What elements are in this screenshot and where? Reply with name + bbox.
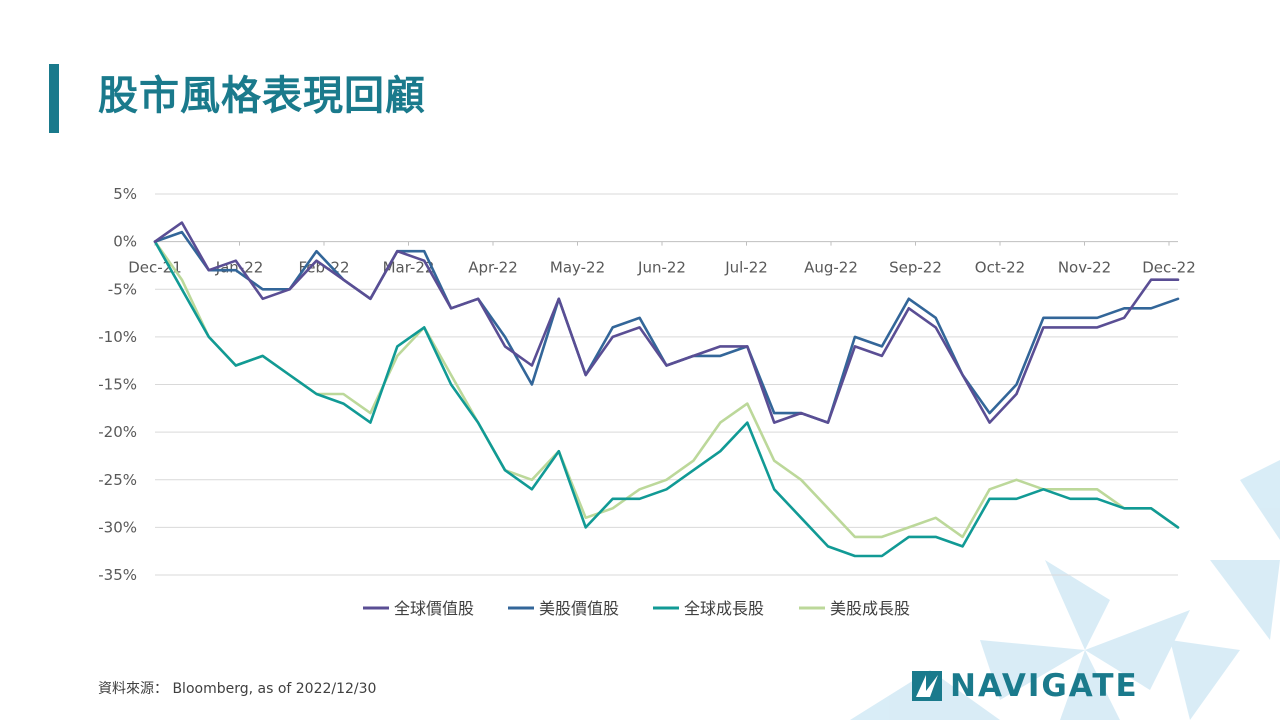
legend: 全球價值股 美股價值股 全球成長股 美股成長股 [363, 599, 910, 618]
decor-shape [1085, 610, 1190, 690]
navigate-logo-icon [912, 671, 942, 701]
x-axis-tick-labels: Dec-21 Jan-22 Feb-22 Mar-22 Apr-22 May-22 Jun-… [128, 259, 1196, 277]
y-tick-label: 5% [113, 185, 137, 203]
y-tick-label: -25% [98, 471, 137, 489]
y-tick-label: -15% [98, 376, 137, 394]
legend-label: 全球價值股 [394, 599, 474, 618]
x-tick-label: Aug-22 [804, 259, 858, 277]
y-tick-label: -10% [98, 328, 137, 346]
legend-label: 美股成長股 [830, 599, 910, 618]
legend-label: 美股價值股 [539, 599, 619, 618]
y-tick-label: -30% [98, 518, 137, 536]
x-tick-label: Oct-22 [975, 259, 1025, 277]
legend-label: 全球成長股 [684, 599, 764, 618]
source-note: 資料來源： Bloomberg, as of 2022/12/30 [98, 681, 377, 697]
y-tick-label: -35% [98, 566, 137, 584]
decor-shape [1170, 640, 1240, 720]
logo-text: NAVIGATE [950, 668, 1139, 704]
series-line-1 [153, 221, 1180, 424]
x-tick-label: Nov-22 [1058, 259, 1111, 277]
y-tick-label: 0% [113, 233, 137, 251]
y-tick-label: -20% [98, 423, 137, 441]
decor-shape [1240, 460, 1280, 540]
page-title: 股市風格表現回顧 [98, 73, 426, 119]
x-tick-label: Jul-22 [724, 259, 768, 277]
decor-shape [1045, 560, 1110, 650]
series-line-3 [153, 240, 1180, 558]
x-tick-label: Jun-22 [637, 259, 686, 277]
title-accent-bar [49, 64, 59, 133]
x-tick-label: Sep-22 [889, 259, 942, 277]
x-tick-label: Dec-22 [1142, 259, 1196, 277]
navigate-logo: NAVIGATE [912, 668, 1139, 704]
decor-shape [1210, 560, 1280, 640]
x-tick-label: May-22 [550, 259, 605, 277]
series-line-4 [153, 240, 1180, 539]
line-chart: 5%0%-5%-10%-15%-20%-25%-30%-35% Dec-21 Ja… [98, 185, 1196, 618]
series-lines [153, 221, 1180, 558]
chart-grid [154, 193, 1178, 576]
decor-shape [980, 640, 1085, 700]
y-tick-label: -5% [108, 280, 137, 298]
y-axis-tick-labels: 5% 0% -5% -10% -15% -20% -25% -30% -35% [98, 185, 137, 584]
x-tick-label: Apr-22 [468, 259, 518, 277]
x-tick-label: Mar-22 [383, 259, 435, 277]
decor-shape [1060, 650, 1120, 720]
